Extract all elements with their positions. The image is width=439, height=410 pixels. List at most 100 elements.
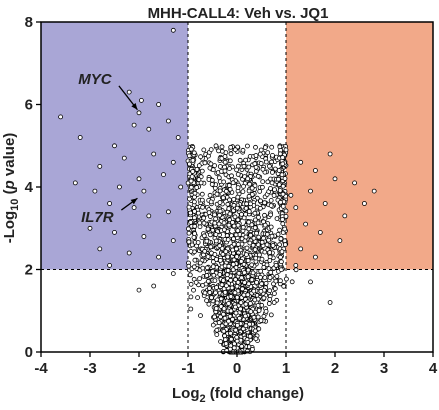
point xyxy=(223,249,229,255)
point xyxy=(165,209,171,215)
point xyxy=(249,346,255,352)
point xyxy=(243,157,249,163)
point xyxy=(256,308,262,313)
point xyxy=(234,334,240,340)
point xyxy=(234,294,240,300)
point xyxy=(226,318,232,324)
point xyxy=(195,295,201,301)
point xyxy=(247,301,253,306)
point xyxy=(298,159,304,165)
point xyxy=(258,161,264,166)
point xyxy=(231,236,236,242)
point xyxy=(266,301,272,306)
point xyxy=(247,240,253,246)
point xyxy=(136,176,142,182)
point xyxy=(257,151,263,157)
point xyxy=(138,98,144,103)
point xyxy=(131,122,137,128)
point xyxy=(186,239,192,245)
point xyxy=(236,270,242,276)
point xyxy=(271,291,277,296)
x-tick-label: 3 xyxy=(380,360,388,377)
point xyxy=(232,214,238,220)
point xyxy=(262,200,268,206)
point xyxy=(170,238,176,244)
point xyxy=(248,201,253,207)
point xyxy=(202,290,208,296)
point xyxy=(212,314,217,320)
point xyxy=(255,220,261,226)
point xyxy=(268,197,274,203)
point xyxy=(131,205,137,211)
point xyxy=(165,118,171,124)
point xyxy=(256,326,262,332)
x-axis-label-main: Log xyxy=(172,385,200,402)
point xyxy=(112,229,117,235)
point xyxy=(221,220,227,226)
point xyxy=(308,279,313,285)
point xyxy=(225,254,231,260)
point xyxy=(308,188,313,194)
point xyxy=(259,239,265,245)
point xyxy=(222,154,228,159)
point xyxy=(272,187,277,193)
point xyxy=(244,143,250,149)
point xyxy=(209,177,215,183)
point xyxy=(231,257,237,263)
point xyxy=(227,346,233,352)
y-tick-label: 0 xyxy=(25,344,33,361)
point xyxy=(196,177,202,183)
point xyxy=(252,161,258,167)
point xyxy=(92,188,98,194)
point xyxy=(112,143,117,149)
point xyxy=(214,300,220,306)
point xyxy=(274,216,280,222)
point xyxy=(239,343,245,349)
y-tick-label: 6 xyxy=(25,97,33,114)
point xyxy=(277,151,283,157)
point xyxy=(327,300,333,305)
point xyxy=(248,232,254,238)
point xyxy=(243,252,249,258)
point xyxy=(250,242,256,248)
point xyxy=(242,313,248,319)
point xyxy=(245,176,251,182)
point xyxy=(255,314,261,320)
plot-area: MYC IL7R xyxy=(40,21,434,355)
point xyxy=(207,192,213,198)
point xyxy=(220,195,226,201)
point xyxy=(231,196,237,202)
point xyxy=(250,270,256,276)
point xyxy=(282,226,288,232)
point xyxy=(235,185,241,191)
point xyxy=(188,294,194,300)
point xyxy=(279,172,285,178)
point xyxy=(187,272,193,278)
point xyxy=(283,208,289,214)
point xyxy=(214,191,220,197)
point xyxy=(371,188,377,194)
point xyxy=(261,295,267,301)
point xyxy=(253,144,258,150)
point xyxy=(97,246,103,252)
point xyxy=(312,168,318,173)
point xyxy=(235,222,241,228)
point xyxy=(293,205,299,211)
point xyxy=(268,186,273,191)
point xyxy=(141,188,147,194)
point xyxy=(208,147,214,153)
point xyxy=(205,153,211,159)
point xyxy=(228,294,234,299)
point xyxy=(258,147,264,153)
point xyxy=(170,159,176,165)
point xyxy=(207,290,213,295)
point xyxy=(187,196,192,202)
point xyxy=(227,197,232,203)
point xyxy=(217,257,223,263)
point xyxy=(268,212,274,218)
point xyxy=(258,198,263,204)
point xyxy=(221,306,227,312)
point xyxy=(217,272,223,277)
point xyxy=(220,278,226,283)
point xyxy=(146,126,152,132)
